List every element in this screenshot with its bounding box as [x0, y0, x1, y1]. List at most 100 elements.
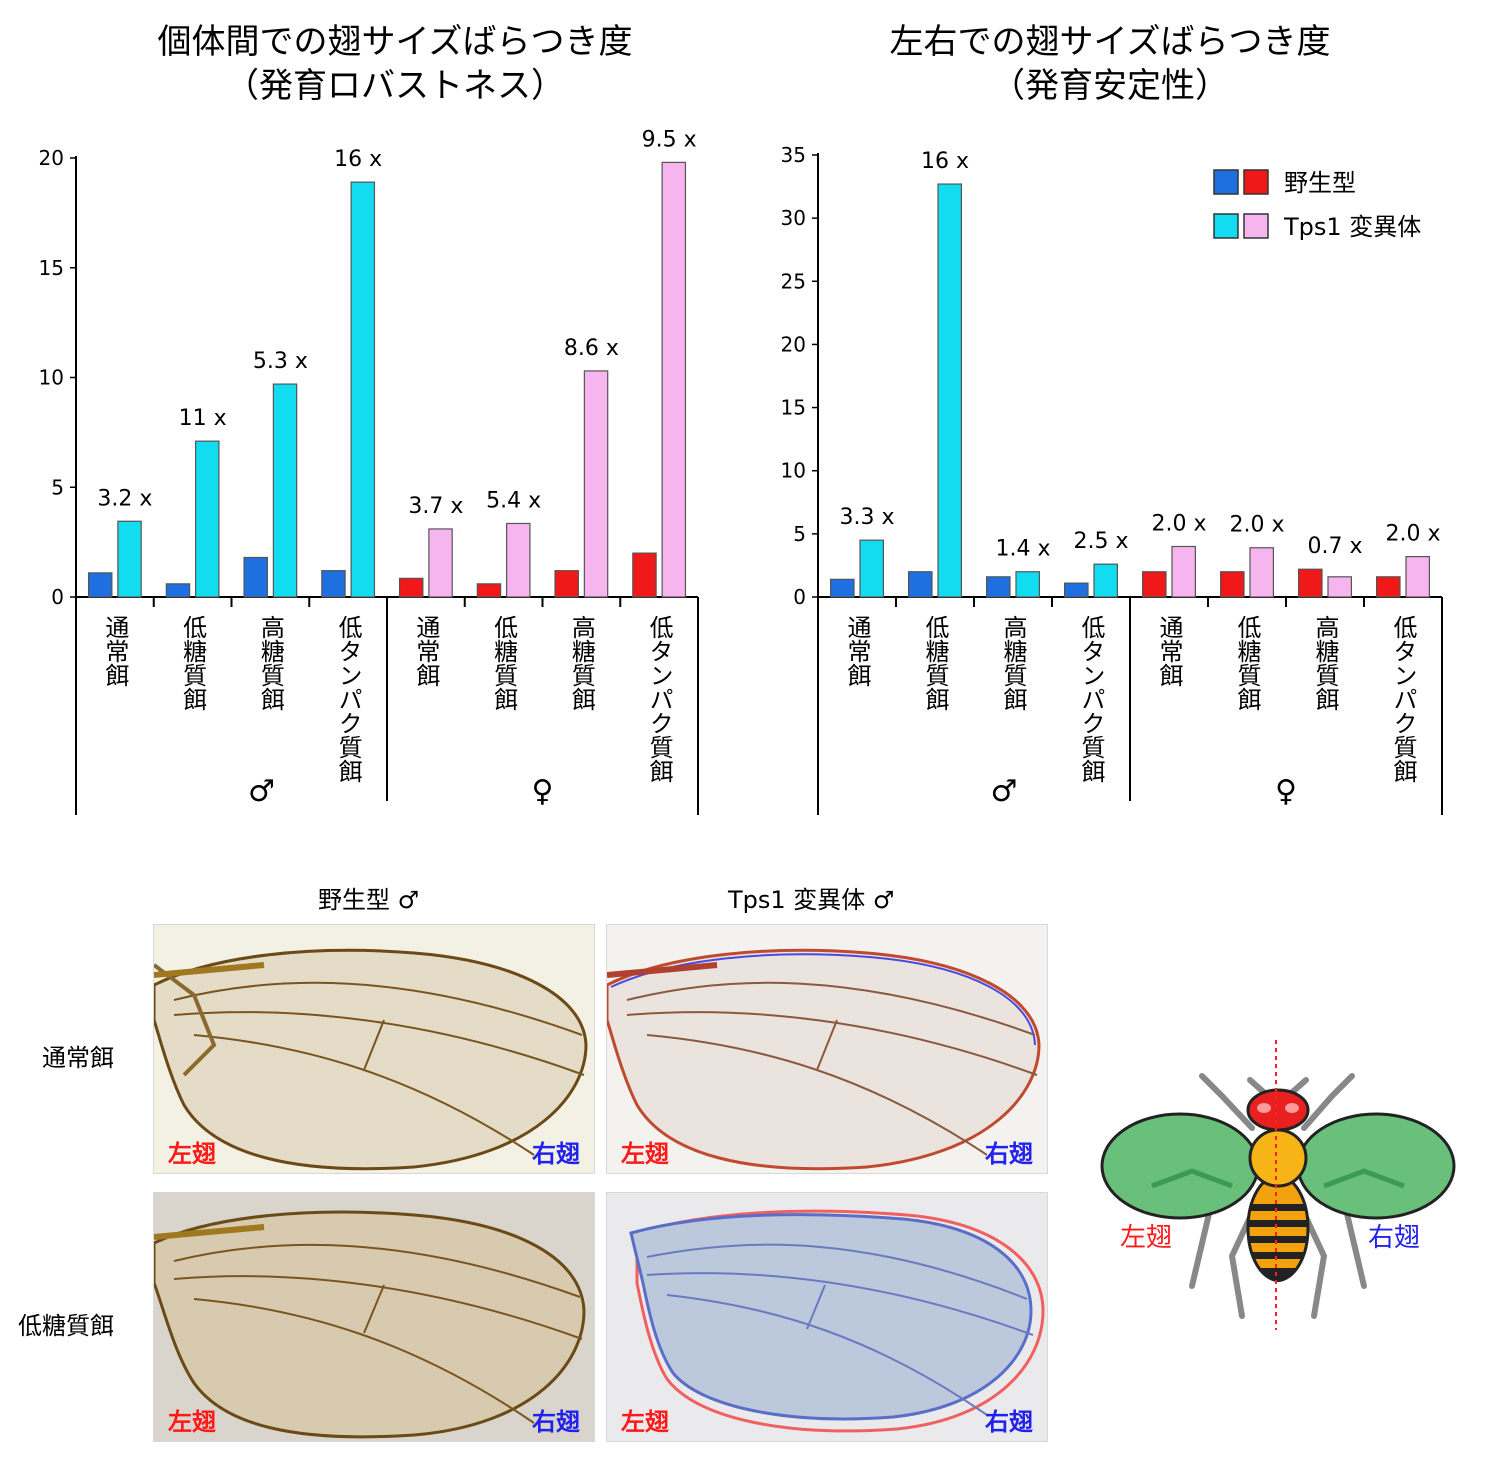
- fold-change-label: 1.4 x: [996, 537, 1051, 562]
- bar-wt-7: [1375, 576, 1401, 598]
- chart1-title: 個体間での翅サイズばらつき度: [157, 22, 633, 62]
- y-tick-label: 10: [781, 459, 806, 483]
- legend-swatch: [1243, 169, 1269, 195]
- bar-wt-1: [908, 571, 933, 598]
- fold-change-label: 5.3 x: [253, 349, 308, 374]
- fold-change-label: 0.7 x: [1308, 534, 1363, 559]
- category-label: 低糖質餌: [490, 615, 518, 711]
- bar-wt-5: [1220, 571, 1245, 598]
- category-label: 高糖質餌: [999, 615, 1027, 711]
- legend-swatch: [1243, 213, 1269, 239]
- fly-abdomen: [1246, 1174, 1310, 1282]
- category-label: 通常餌: [843, 615, 871, 687]
- y-tick-label: 30: [781, 206, 806, 230]
- legend-label: Tps1 変異体: [1283, 213, 1421, 241]
- right-wing-vein: [1323, 1168, 1405, 1189]
- photo-col-header-tps1: Tps1 変異体 ♂: [728, 886, 895, 914]
- bar-tps1-3: [350, 181, 376, 598]
- fold-change-label: 5.4 x: [486, 488, 541, 513]
- group-label: ♀: [532, 774, 554, 809]
- right-wing-shape: [1296, 1112, 1456, 1220]
- category-label: 低糖質餌: [179, 615, 207, 711]
- category-label: 高糖質餌: [567, 615, 595, 711]
- category-label: 通常餌: [412, 615, 440, 687]
- y-tick-label: 20: [781, 332, 806, 356]
- bar-wt-7: [632, 552, 657, 598]
- category-label: 低タンパク質餌: [1389, 615, 1417, 783]
- right-wing-label: 右翅: [532, 1408, 580, 1436]
- fold-change-label: 9.5 x: [642, 127, 697, 152]
- chart2-subtitle: （発育安定性）: [991, 66, 1229, 106]
- left-wing-label: 左翅: [168, 1408, 216, 1436]
- y-tick-label: 5: [51, 475, 64, 499]
- fold-change-label: 11 x: [179, 406, 227, 431]
- bar-wt-2: [243, 556, 268, 598]
- y-tick-label: 10: [39, 366, 64, 390]
- left-wing-label: 左翅: [168, 1140, 216, 1168]
- wing-photo-tps1-lowsugar: 左翅 右翅: [606, 1192, 1048, 1442]
- bar-tps1-4: [428, 528, 453, 598]
- wing-image: [154, 1210, 586, 1439]
- category-label: 高糖質餌: [1311, 615, 1339, 711]
- fly-head: [1246, 1088, 1310, 1132]
- y-tick-label: 20: [39, 146, 64, 170]
- right-eye-shine: [1285, 1103, 1299, 1113]
- y-tick-label: 5: [793, 522, 806, 546]
- group-label: ♂: [991, 774, 1018, 809]
- right-wing-label: 右翅: [532, 1140, 580, 1168]
- bar-tps1-0: [859, 539, 884, 598]
- left-wing-label: 左翅: [621, 1408, 669, 1436]
- y-tick-label: 25: [781, 269, 806, 293]
- bar-wt-0: [87, 572, 113, 598]
- bar-wt-6: [1297, 568, 1323, 598]
- category-label: 通常餌: [1155, 615, 1183, 687]
- bar-wt-3: [1064, 582, 1089, 598]
- category-label: 低タンパク質餌: [334, 615, 362, 783]
- category-label: 低糖質餌: [921, 615, 949, 711]
- category-label: 低タンパク質餌: [1077, 615, 1105, 783]
- bar-tps1-1: [937, 183, 962, 598]
- fly-left-label: 左翅: [1120, 1223, 1172, 1253]
- legend-swatch: [1213, 213, 1239, 239]
- legend-swatch: [1213, 169, 1239, 195]
- bar-tps1-6: [1327, 576, 1352, 598]
- photo-row-label-lowsugar: 低糖質餌: [18, 1312, 114, 1340]
- fold-change-label: 3.7 x: [408, 494, 463, 519]
- wing-photo-tps1-normal: 左翅 右翅: [606, 924, 1048, 1174]
- left-wing-label: 左翅: [621, 1140, 669, 1168]
- fold-change-label: 2.0 x: [1152, 511, 1207, 536]
- bar-tps1-5: [506, 522, 531, 598]
- wing-image: [607, 948, 1041, 1171]
- legend-label: 野生型: [1284, 169, 1356, 197]
- chart1-subtitle: （発育ロバストネス）: [225, 66, 565, 106]
- bar-tps1-5: [1249, 547, 1274, 598]
- fold-change-label: 8.6 x: [564, 336, 619, 361]
- bar-tps1-2: [272, 383, 298, 598]
- y-tick-label: 15: [39, 256, 64, 280]
- category-label: 高糖質餌: [256, 615, 284, 711]
- right-wing-label: 右翅: [985, 1140, 1033, 1168]
- wing-image: [629, 1209, 1045, 1433]
- left-wing-vein: [1151, 1168, 1233, 1189]
- photo-row-label-normal: 通常餌: [42, 1044, 114, 1072]
- fold-change-label: 2.0 x: [1386, 522, 1441, 547]
- fly-thorax: [1248, 1128, 1308, 1188]
- right-wing-label: 右翅: [985, 1408, 1033, 1436]
- bar-wt-2: [986, 576, 1011, 598]
- left-wing-shape: [1100, 1112, 1260, 1220]
- left-eye-shine: [1257, 1103, 1271, 1113]
- y-tick-label: 0: [793, 585, 806, 609]
- bar-tps1-7: [1405, 555, 1430, 598]
- category-label: 通常餌: [101, 615, 129, 687]
- y-tick-label: 0: [51, 585, 64, 609]
- bar-wt-4: [398, 577, 424, 598]
- fold-change-label: 3.2 x: [97, 486, 152, 511]
- fold-change-label: 16 x: [334, 147, 382, 172]
- bar-tps1-4: [1171, 545, 1196, 598]
- wing-photo-wt-lowsugar: 左翅 右翅: [153, 1192, 595, 1442]
- wing-image: [154, 948, 588, 1171]
- bar-wt-0: [829, 578, 855, 598]
- bar-wt-4: [1142, 571, 1167, 598]
- photo-col-header-wt: 野生型 ♂: [318, 886, 420, 914]
- bar-tps1-1: [195, 440, 220, 598]
